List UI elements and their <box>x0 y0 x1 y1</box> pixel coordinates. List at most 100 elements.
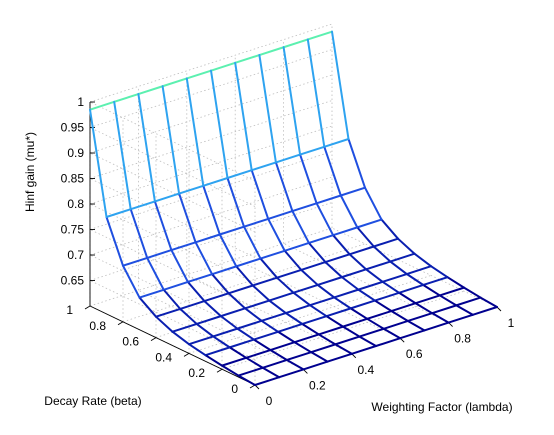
grid-line <box>89 202 333 281</box>
surface-edge <box>315 194 342 205</box>
surface-edge <box>358 327 385 338</box>
surface-edge <box>245 356 264 369</box>
grid-line <box>89 178 256 258</box>
surface-edge <box>137 85 164 96</box>
surface-edge <box>138 288 165 299</box>
x-tick-label: 0.8 <box>454 332 471 346</box>
surface-edge <box>333 296 352 310</box>
surface-edge <box>372 237 399 248</box>
surface-edge <box>364 186 383 221</box>
surface-edge <box>372 245 392 263</box>
y-tick-label: 1 <box>66 303 73 317</box>
surface-edge <box>194 233 221 244</box>
surface-edge <box>258 54 277 164</box>
surface-edge <box>340 276 360 291</box>
surface-edge <box>350 345 377 355</box>
surface-edge <box>323 145 342 197</box>
z-tick-label: 0.9 <box>67 146 84 160</box>
surface-edge <box>234 54 261 64</box>
surface-edge <box>203 292 230 303</box>
y-tick-label: 0.2 <box>188 366 205 380</box>
surface-edge <box>226 177 245 228</box>
surface-edge <box>292 283 319 294</box>
surface-edge <box>195 315 222 325</box>
surface-edge <box>307 234 335 244</box>
surface-edge <box>356 226 375 248</box>
surface-edge <box>366 317 385 330</box>
surface-edge <box>204 346 231 357</box>
surface-edge <box>202 184 221 236</box>
grid-line <box>331 227 498 308</box>
surface-edge <box>234 61 253 172</box>
x-tick-label: 1 <box>508 316 515 330</box>
surface-edge <box>366 310 393 320</box>
grid-line <box>186 274 352 355</box>
surface-edge <box>373 299 393 313</box>
surface-edge <box>274 153 302 164</box>
surface-edge <box>306 38 326 148</box>
surface-edge <box>138 296 157 318</box>
surface-edge <box>299 153 318 205</box>
grid-line <box>89 49 333 128</box>
surface-edge <box>170 249 189 283</box>
surface-edge <box>250 169 270 220</box>
surface-edge <box>309 296 336 307</box>
surface-edge <box>89 100 116 111</box>
surface-edge <box>323 138 350 148</box>
surface-edge <box>203 300 222 318</box>
surface-edge <box>245 349 272 359</box>
surface-edge <box>153 192 181 203</box>
surface-edge <box>211 273 230 295</box>
surface-edge <box>382 327 402 340</box>
grid-line <box>89 280 256 360</box>
surface-edge <box>235 265 254 287</box>
surface-edge <box>422 283 441 297</box>
surface-edge <box>438 286 465 297</box>
surface-edge <box>431 312 450 324</box>
surface-edge <box>129 200 156 211</box>
surface-edge <box>252 330 280 341</box>
surface-edge <box>342 325 361 338</box>
surface-edge <box>282 38 309 49</box>
surface-edge <box>188 343 207 357</box>
surface-edge <box>261 366 281 379</box>
surface-edge <box>243 217 270 228</box>
surface-edge <box>171 322 198 333</box>
z-tick-label: 0.85 <box>61 172 85 186</box>
surface-edge <box>324 261 343 279</box>
surface-edge <box>227 292 247 310</box>
surface-edge <box>236 327 255 341</box>
y-tick-mark <box>117 321 124 326</box>
surface-edge <box>358 335 377 347</box>
surface-edge <box>219 315 239 330</box>
surface-edge <box>357 288 376 302</box>
surface-edge <box>188 335 215 346</box>
surface-edge <box>259 249 286 260</box>
surface-edge <box>316 276 343 286</box>
surface-edge <box>146 249 173 259</box>
surface-edge <box>405 265 432 276</box>
surface-edge <box>277 322 304 333</box>
surface-edge <box>302 360 329 371</box>
surface-edge <box>398 283 425 294</box>
surface-edge <box>260 312 287 322</box>
grid-line <box>89 203 256 284</box>
grid-line <box>89 23 333 103</box>
surface-edge <box>331 30 350 140</box>
surface-edge <box>438 294 458 307</box>
y-axis-line <box>89 305 256 386</box>
surface-edge <box>269 349 288 361</box>
surface-edge <box>267 210 294 220</box>
surface-edge <box>227 284 254 295</box>
surface-edge <box>332 234 351 256</box>
surface-edge <box>162 280 189 291</box>
surface-edge <box>285 358 305 371</box>
surface-edge <box>430 265 449 279</box>
y-tick-mark <box>216 368 223 373</box>
surface-edge <box>179 300 206 310</box>
surface-edge <box>268 291 295 302</box>
surface-edge <box>195 322 215 338</box>
y-tick-label: 0.4 <box>155 350 172 364</box>
surface-edge <box>291 202 318 213</box>
